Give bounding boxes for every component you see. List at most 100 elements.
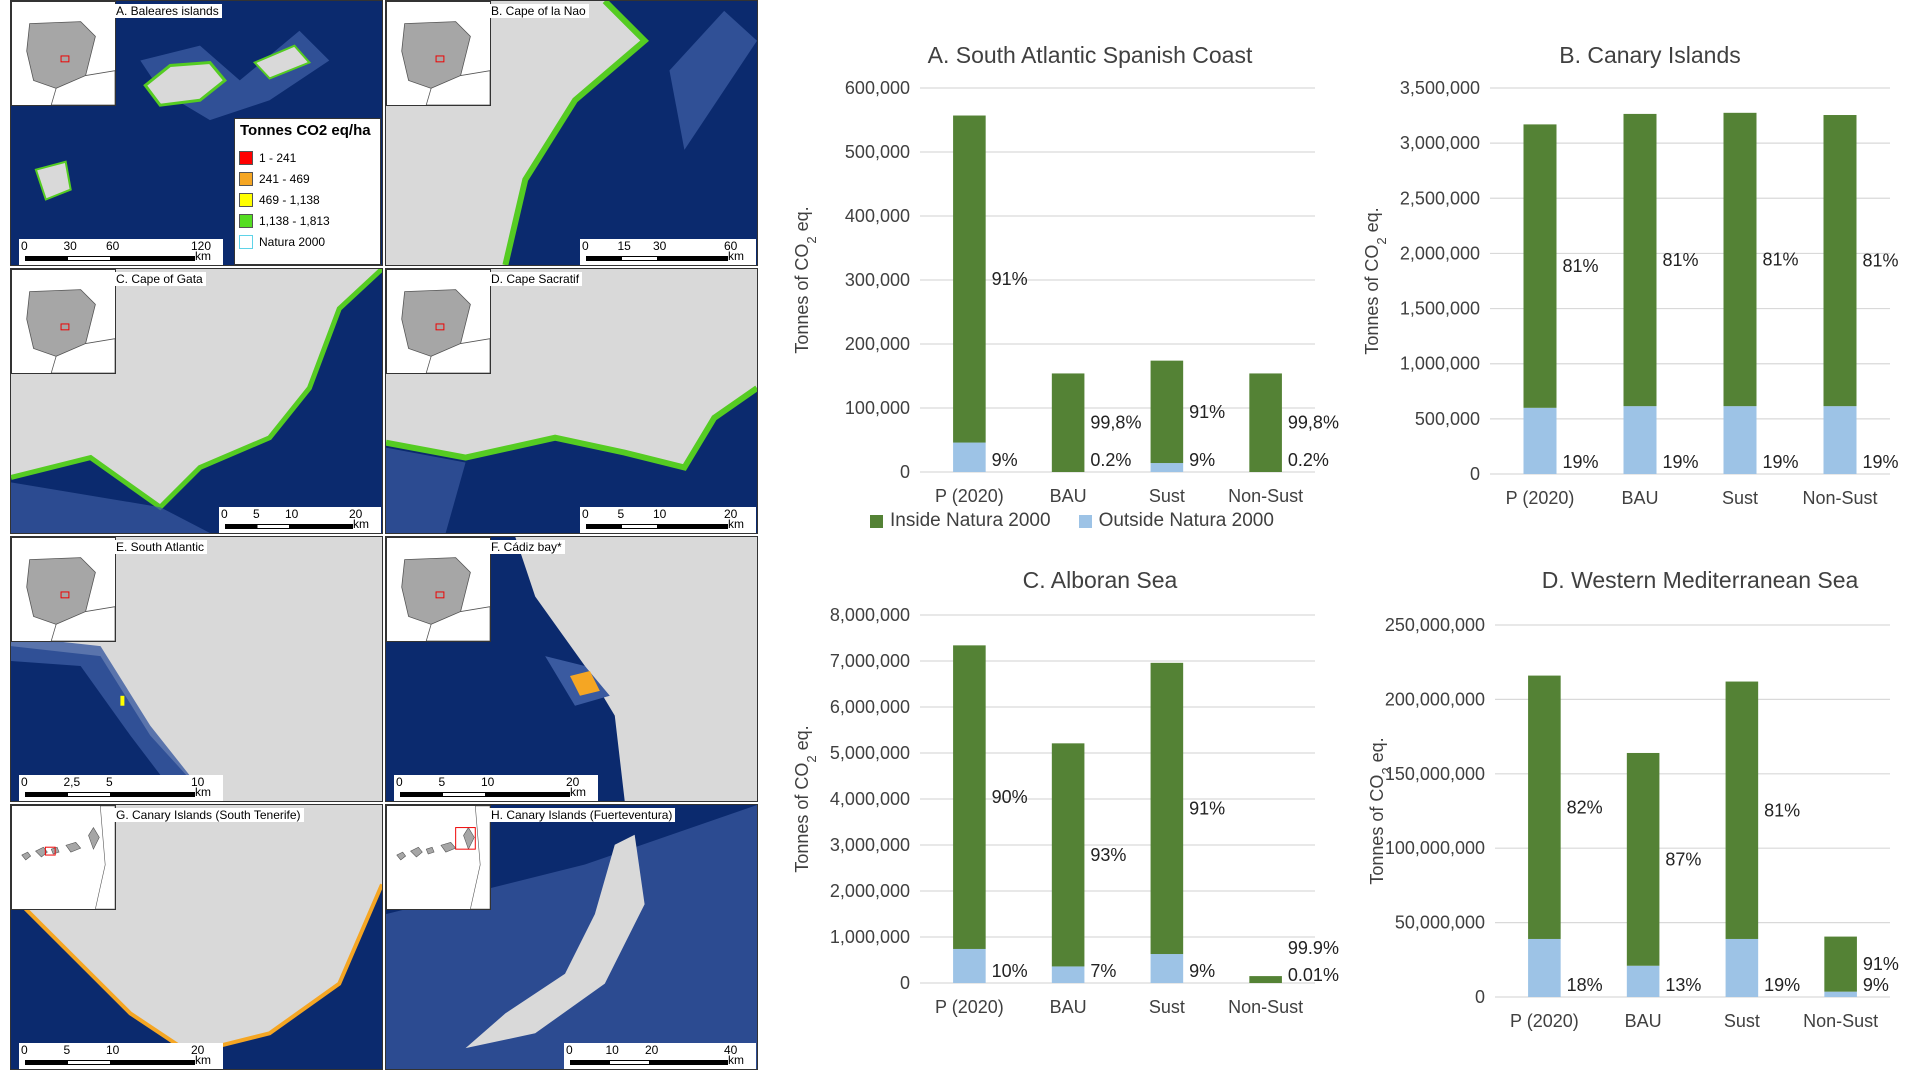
scale-bar: 0 10 20 40 km (564, 1043, 756, 1069)
bar-outside (1528, 938, 1561, 997)
y-tick-label: 7,000,000 (830, 651, 910, 671)
scale-tick-label: 5 (253, 507, 260, 521)
x-tick-label: Sust (1724, 1011, 1760, 1031)
scale-bar: 0 5 10 20 km (580, 507, 756, 533)
scale-unit-label: km (728, 249, 744, 263)
bar-inside (1725, 681, 1759, 939)
y-tick-label: 1,500,000 (1400, 299, 1480, 319)
data-label-outside: 13% (1665, 975, 1701, 995)
legend-label-inside: Inside Natura 2000 (890, 510, 1051, 531)
y-tick-label: 0 (900, 973, 910, 993)
y-tick-label: 300,000 (845, 270, 910, 290)
y-tick-label: 600,000 (845, 78, 910, 98)
scale-tick-label: 0 (582, 507, 589, 521)
scale-tick-label: 20 (349, 507, 363, 521)
locator-inset-map (11, 1, 116, 106)
locator-inset-map (11, 805, 116, 910)
bar-inside (1051, 743, 1085, 967)
map-panel-f: F. Cádiz bay* 0 5 10 20 km (385, 536, 758, 802)
chart-d: D. Western Mediterranean Sea 0 50,000,000 1… (1340, 555, 1910, 1040)
scale-unit-label: km (728, 1053, 744, 1067)
x-tick-label: Sust (1149, 486, 1185, 506)
scale-tick-label: 10 (106, 1043, 120, 1057)
y-tick-label: 3,000,000 (830, 835, 910, 855)
x-tick-label: Sust (1149, 997, 1185, 1017)
map-legend-swatch (239, 171, 253, 186)
locator-inset-map (386, 805, 491, 910)
data-label-outside: 0.2% (1288, 450, 1329, 470)
y-tick-label: 100,000,000 (1385, 838, 1485, 858)
chart-svg: C. Alboran Sea 0 1,000,000 2,000,000 3,000,0… (792, 567, 1339, 1017)
legend-item-inside: Inside Natura 2000 (870, 510, 1051, 532)
scale-tick-label: 10 (653, 507, 667, 521)
bar-inside (1150, 662, 1184, 955)
x-tick-label: P (2020) (935, 997, 1004, 1017)
scale-tick-label: 10 (285, 507, 299, 521)
y-axis-label: Tonnes of CO2 eq. (792, 725, 819, 872)
scale-bar-graphic (225, 524, 353, 529)
scale-tick-label: 60 (724, 239, 738, 253)
chart-b: B. Canary Islands 0 500,000 1,000,000 1,500,… (1340, 30, 1910, 508)
x-tick-label: P (2020) (1506, 488, 1575, 508)
data-label-outside: 9% (1863, 975, 1889, 995)
locator-inset-map (386, 269, 491, 374)
chart-title: C. Alboran Sea (1023, 567, 1178, 593)
map-panel-title: H. Canary Islands (Fuerteventura) (488, 808, 676, 822)
scale-tick-label: 0 (21, 239, 28, 253)
scale-tick-label: 30 (63, 239, 77, 253)
y-tick-label: 500,000 (845, 142, 910, 162)
scale-tick-label: 20 (191, 1043, 205, 1057)
scale-bar: 0 15 30 60 km (580, 239, 756, 265)
chart-a: A. South Atlantic Spanish Coast 0 100,000 2… (770, 30, 1339, 506)
bar-inside (1626, 752, 1660, 966)
bar-inside (1528, 675, 1561, 939)
bar-outside (1824, 991, 1857, 997)
y-tick-label: 50,000,000 (1395, 913, 1485, 933)
data-label-inside: 81% (1764, 800, 1800, 820)
map-legend-swatch (239, 192, 253, 207)
scale-tick-label: 5 (617, 507, 625, 521)
bar-outside (1725, 938, 1759, 997)
map-legend: Tonnes CO2 eq/ha 1 - 241 241 - 469 469 - 1,… (234, 118, 381, 265)
scale-unit-label: km (195, 785, 211, 799)
legend-swatch-inside (870, 514, 883, 528)
data-label-inside: 81% (1863, 251, 1899, 271)
locator-inset-map (11, 537, 116, 642)
x-tick-label: P (2020) (935, 486, 1004, 506)
scale-bar: 0 30 60 120 km (19, 239, 223, 265)
bar-inside (1623, 113, 1657, 407)
y-tick-label: 2,000,000 (1400, 243, 1480, 263)
x-tick-label: Non-Sust (1228, 486, 1303, 506)
y-axis-label-part: eq. (1367, 737, 1387, 767)
scale-unit-label: km (570, 785, 586, 799)
bar-outside (953, 442, 986, 472)
data-label-inside: 87% (1665, 849, 1701, 869)
scale-bar: 0 5 10 20 km (394, 775, 598, 801)
bar-inside (1150, 360, 1184, 464)
map-legend-title: Tonnes CO2 eq/ha (240, 122, 371, 139)
data-label-inside: 82% (1567, 797, 1603, 817)
scale-bar-graphic (586, 256, 728, 261)
scale-tick-label: 2,5 (63, 775, 81, 789)
x-tick-label: Sust (1722, 488, 1758, 508)
chart-title: A. South Atlantic Spanish Coast (928, 42, 1253, 68)
bar-outside (1623, 406, 1657, 474)
data-label-inside: 99,8% (1090, 413, 1141, 433)
bar-inside (1249, 976, 1282, 983)
bar-inside (953, 115, 986, 443)
locator-inset-map (386, 1, 491, 106)
scale-unit-label: km (195, 249, 211, 263)
locator-inset-map (386, 537, 491, 642)
scale-unit-label: km (195, 1053, 211, 1067)
y-axis-label-part: Tonnes of CO (1362, 245, 1382, 355)
data-label-inside: 91% (992, 269, 1028, 289)
y-tick-label: 2,000,000 (830, 881, 910, 901)
map-panel-title: G. Canary Islands (South Tenerife) (113, 808, 304, 822)
y-axis-label: Tonnes of CO2 eq. (792, 206, 819, 353)
scale-tick-label: 5 (438, 775, 446, 789)
scale-bar-graphic (570, 1060, 728, 1065)
data-label-outside: 19% (1663, 452, 1699, 472)
y-axis-label-sub: 2 (804, 755, 819, 762)
bar-outside (1150, 954, 1184, 983)
data-label-outside: 19% (1563, 452, 1599, 472)
